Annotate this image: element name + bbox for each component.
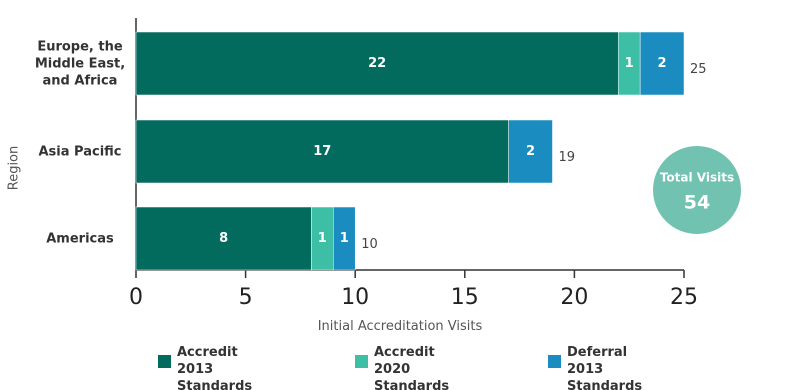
bar-segment [333, 206, 356, 271]
data-label: 1 [318, 231, 327, 246]
total-label: 19 [558, 150, 575, 165]
total-label: 10 [361, 237, 378, 252]
bar-segment [135, 31, 619, 96]
legend-label: Accredit 2020 Standards [374, 345, 450, 390]
x-tick-label: 25 [670, 285, 698, 310]
total-badge-value: 54 [684, 192, 710, 214]
x-tick-label: 20 [560, 285, 588, 310]
y-tick-label: Americas [46, 231, 114, 246]
x-tick-label: 5 [239, 285, 253, 310]
total-label: 25 [690, 62, 707, 77]
bar-segment [135, 119, 509, 184]
bar-segment [135, 206, 312, 271]
data-label: 1 [625, 56, 634, 71]
legend-label: Accredit 2013 Standards [177, 345, 253, 390]
data-label: 1 [340, 231, 349, 246]
y-axis-label: Region [7, 146, 22, 191]
bar-segment [639, 31, 685, 96]
y-tick-label: Europe, the Middle East, and Africa [34, 39, 126, 88]
x-tick-label: 0 [129, 285, 143, 310]
total-badge-label: Total Visits [660, 171, 734, 185]
x-tick-label: 10 [341, 285, 369, 310]
data-label: 22 [368, 56, 386, 71]
data-label: 2 [658, 56, 667, 71]
legend-swatch [548, 355, 561, 368]
bar-segment [508, 119, 553, 184]
x-tick-label: 15 [451, 285, 479, 310]
x-axis-label: Initial Accreditation Visits [317, 319, 483, 334]
data-label: 8 [219, 231, 228, 246]
legend-swatch [158, 355, 171, 368]
legend-swatch [355, 355, 368, 368]
data-label: 2 [526, 144, 535, 159]
total-badge [653, 146, 741, 234]
legend-label: Deferral 2013 Standards [567, 345, 643, 390]
data-label: 17 [313, 144, 331, 159]
y-tick-label: Asia Pacific [38, 144, 122, 159]
